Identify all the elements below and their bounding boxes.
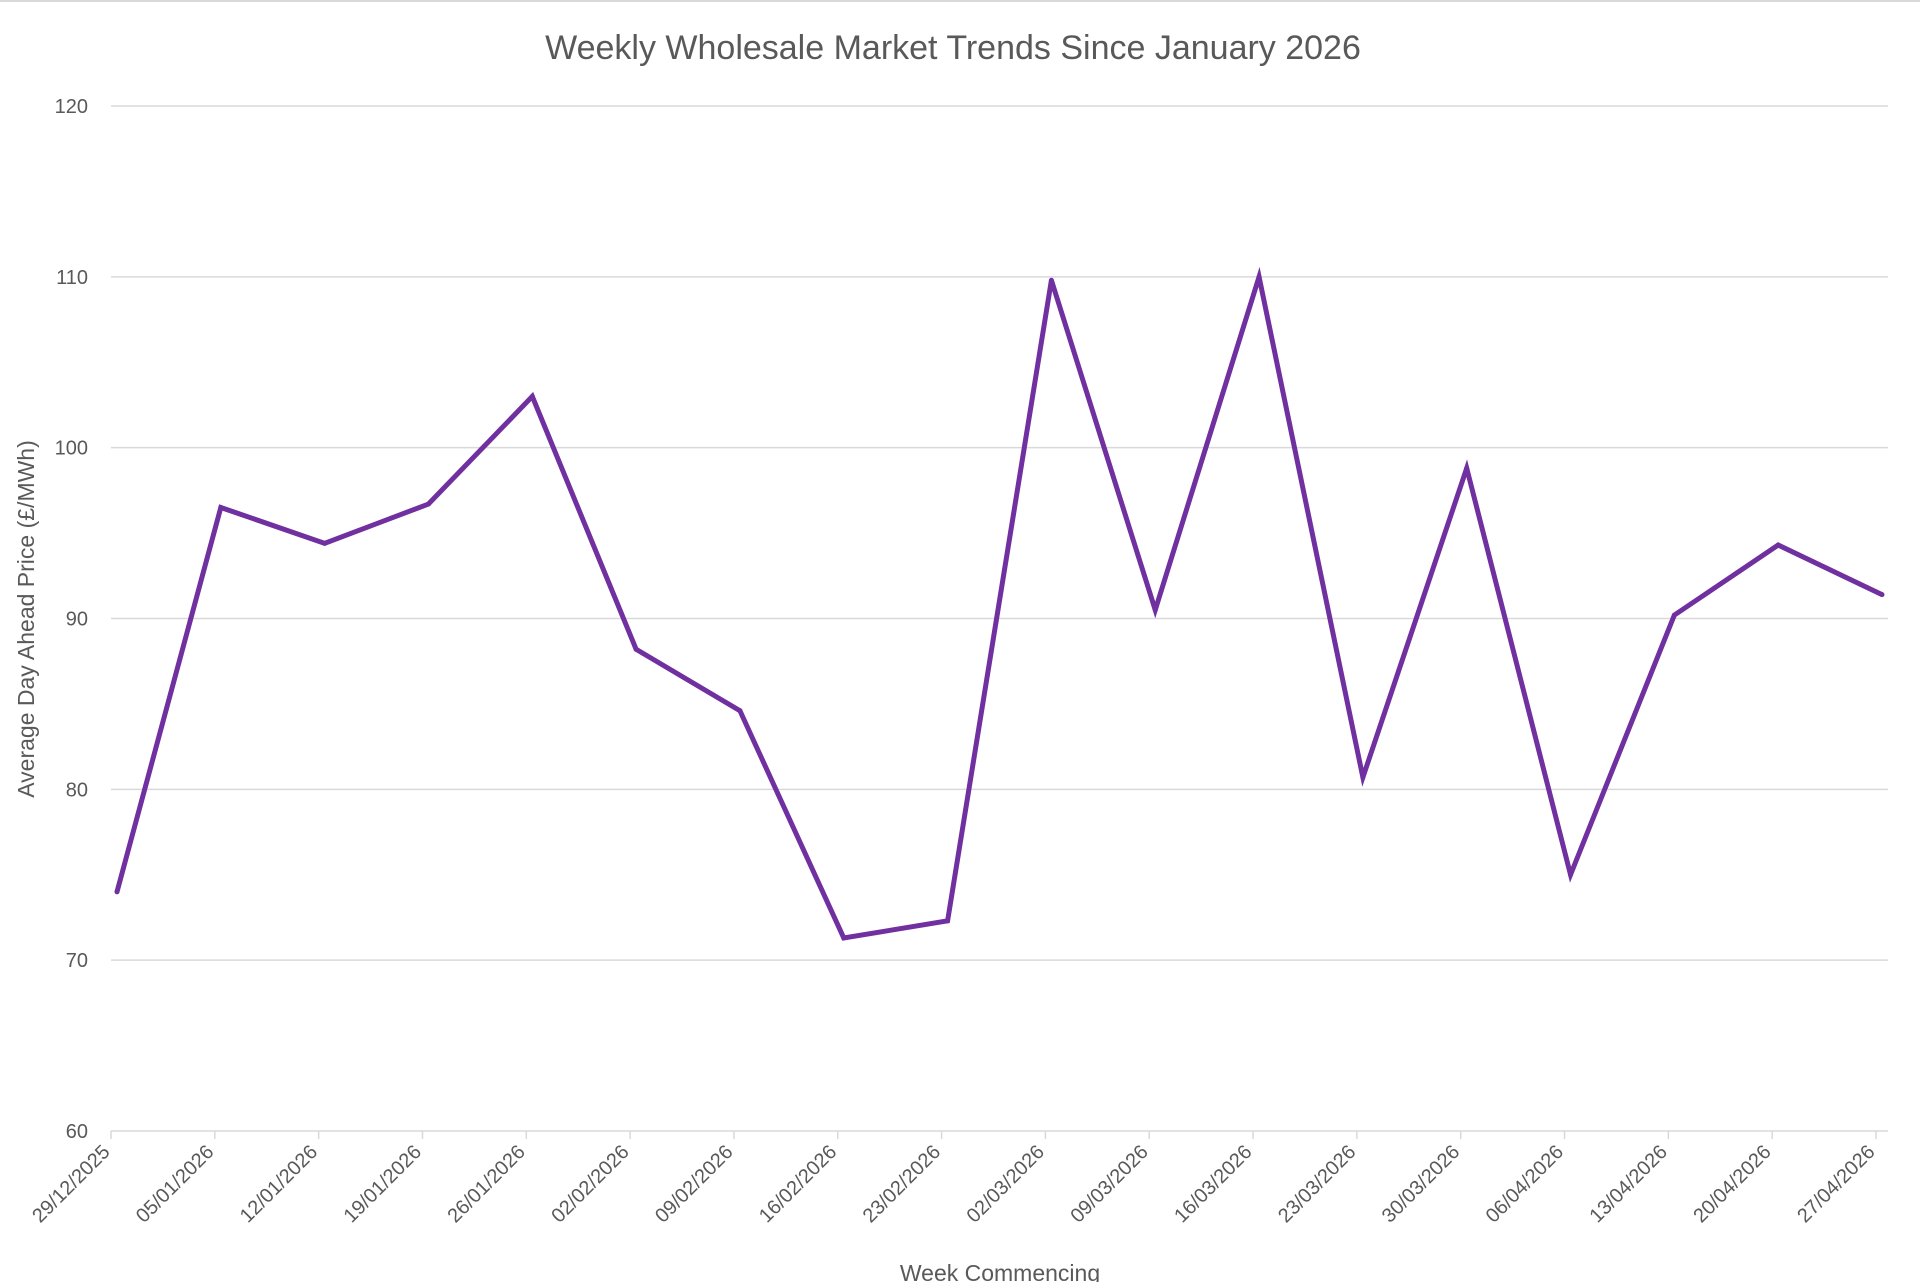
data-point [1464, 465, 1470, 471]
data-point [1568, 872, 1574, 878]
y-tick-label: 70 [66, 950, 88, 972]
x-tick-label: 02/02/2026 [547, 1141, 633, 1227]
data-point [1048, 277, 1054, 283]
data-point [218, 504, 224, 510]
y-tick-label: 90 [66, 609, 88, 631]
y-tick-label: 60 [66, 1121, 88, 1143]
data-point [529, 393, 535, 399]
series-line [114, 266, 1884, 941]
x-tick-label: 13/04/2026 [1586, 1141, 1672, 1227]
data-point [1671, 612, 1677, 618]
data-point [425, 501, 431, 507]
data-point [1360, 774, 1366, 780]
data-point [945, 918, 951, 924]
x-tick-label: 06/04/2026 [1482, 1141, 1568, 1227]
x-tick-label: 16/02/2026 [755, 1141, 841, 1227]
x-tick-label: 26/01/2026 [443, 1141, 529, 1227]
y-tick-label: 80 [66, 779, 88, 801]
x-tick-label: 09/03/2026 [1066, 1141, 1152, 1227]
x-tick-label: 09/02/2026 [651, 1141, 737, 1227]
x-tick-label: 27/04/2026 [1793, 1141, 1879, 1227]
y-tick-label: 120 [55, 96, 88, 118]
data-point [1256, 274, 1262, 280]
data-point [1879, 592, 1885, 598]
x-tick-label: 30/03/2026 [1378, 1141, 1464, 1227]
x-tick-label: 23/02/2026 [859, 1141, 945, 1227]
y-tick-label: 100 [55, 438, 88, 460]
x-tick-label: 02/03/2026 [963, 1141, 1049, 1227]
x-tick-label: 16/03/2026 [1170, 1141, 1256, 1227]
x-axis-title: Week Commencing [900, 1260, 1100, 1282]
x-tick-label: 29/12/2025 [28, 1141, 114, 1227]
x-tick-label: 19/01/2026 [340, 1141, 426, 1227]
data-point [322, 540, 328, 546]
data-point [633, 646, 639, 652]
x-axis-ticks: 29/12/2025 05/01/2026 12/01/2026 19/01/2026… [28, 1131, 1880, 1227]
data-point [1152, 607, 1158, 613]
x-tick-label: 05/01/2026 [132, 1141, 218, 1227]
x-tick-label: 12/01/2026 [236, 1141, 322, 1227]
y-axis-title: Average Day Ahead Price (£/MWh) [13, 440, 39, 798]
y-tick-label: 110 [56, 267, 88, 289]
chart-title: Weekly Wholesale Market Trends Since Jan… [545, 29, 1361, 67]
data-point [737, 708, 743, 714]
y-axis-ticks: 60 70 80 90 100 110 120 [55, 96, 88, 1143]
series-layer [114, 266, 1885, 941]
x-tick-label: 23/03/2026 [1274, 1141, 1360, 1227]
data-point [1775, 542, 1781, 548]
data-point [114, 889, 120, 895]
data-point [841, 935, 847, 941]
gridlines [111, 105, 1888, 1132]
x-tick-label: 20/04/2026 [1689, 1141, 1775, 1227]
